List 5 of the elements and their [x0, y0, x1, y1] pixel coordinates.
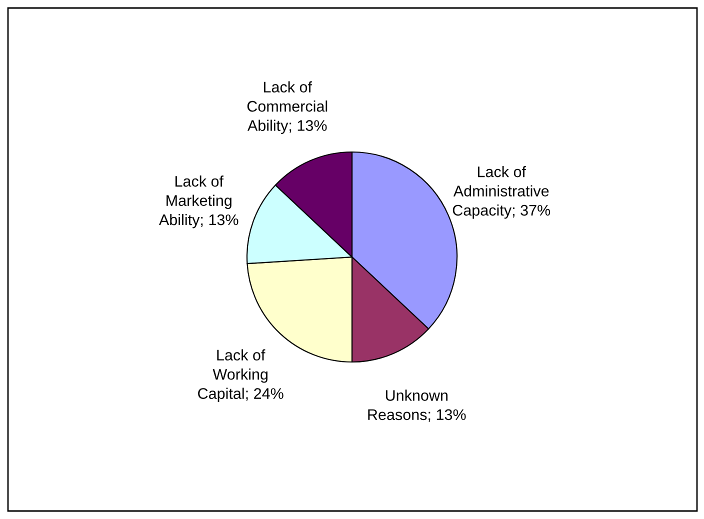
- slice-label: Lack of Commercial Ability; 13%: [247, 81, 328, 134]
- slice-label: Lack of Marketing Ability; 13%: [158, 176, 238, 228]
- slice-label: Lack of Working Capital; 24%: [198, 349, 284, 402]
- slice-label: Lack of Administrative Capacity; 37%: [452, 166, 550, 219]
- slice-label: Unknown Reasons; 13%: [368, 390, 466, 422]
